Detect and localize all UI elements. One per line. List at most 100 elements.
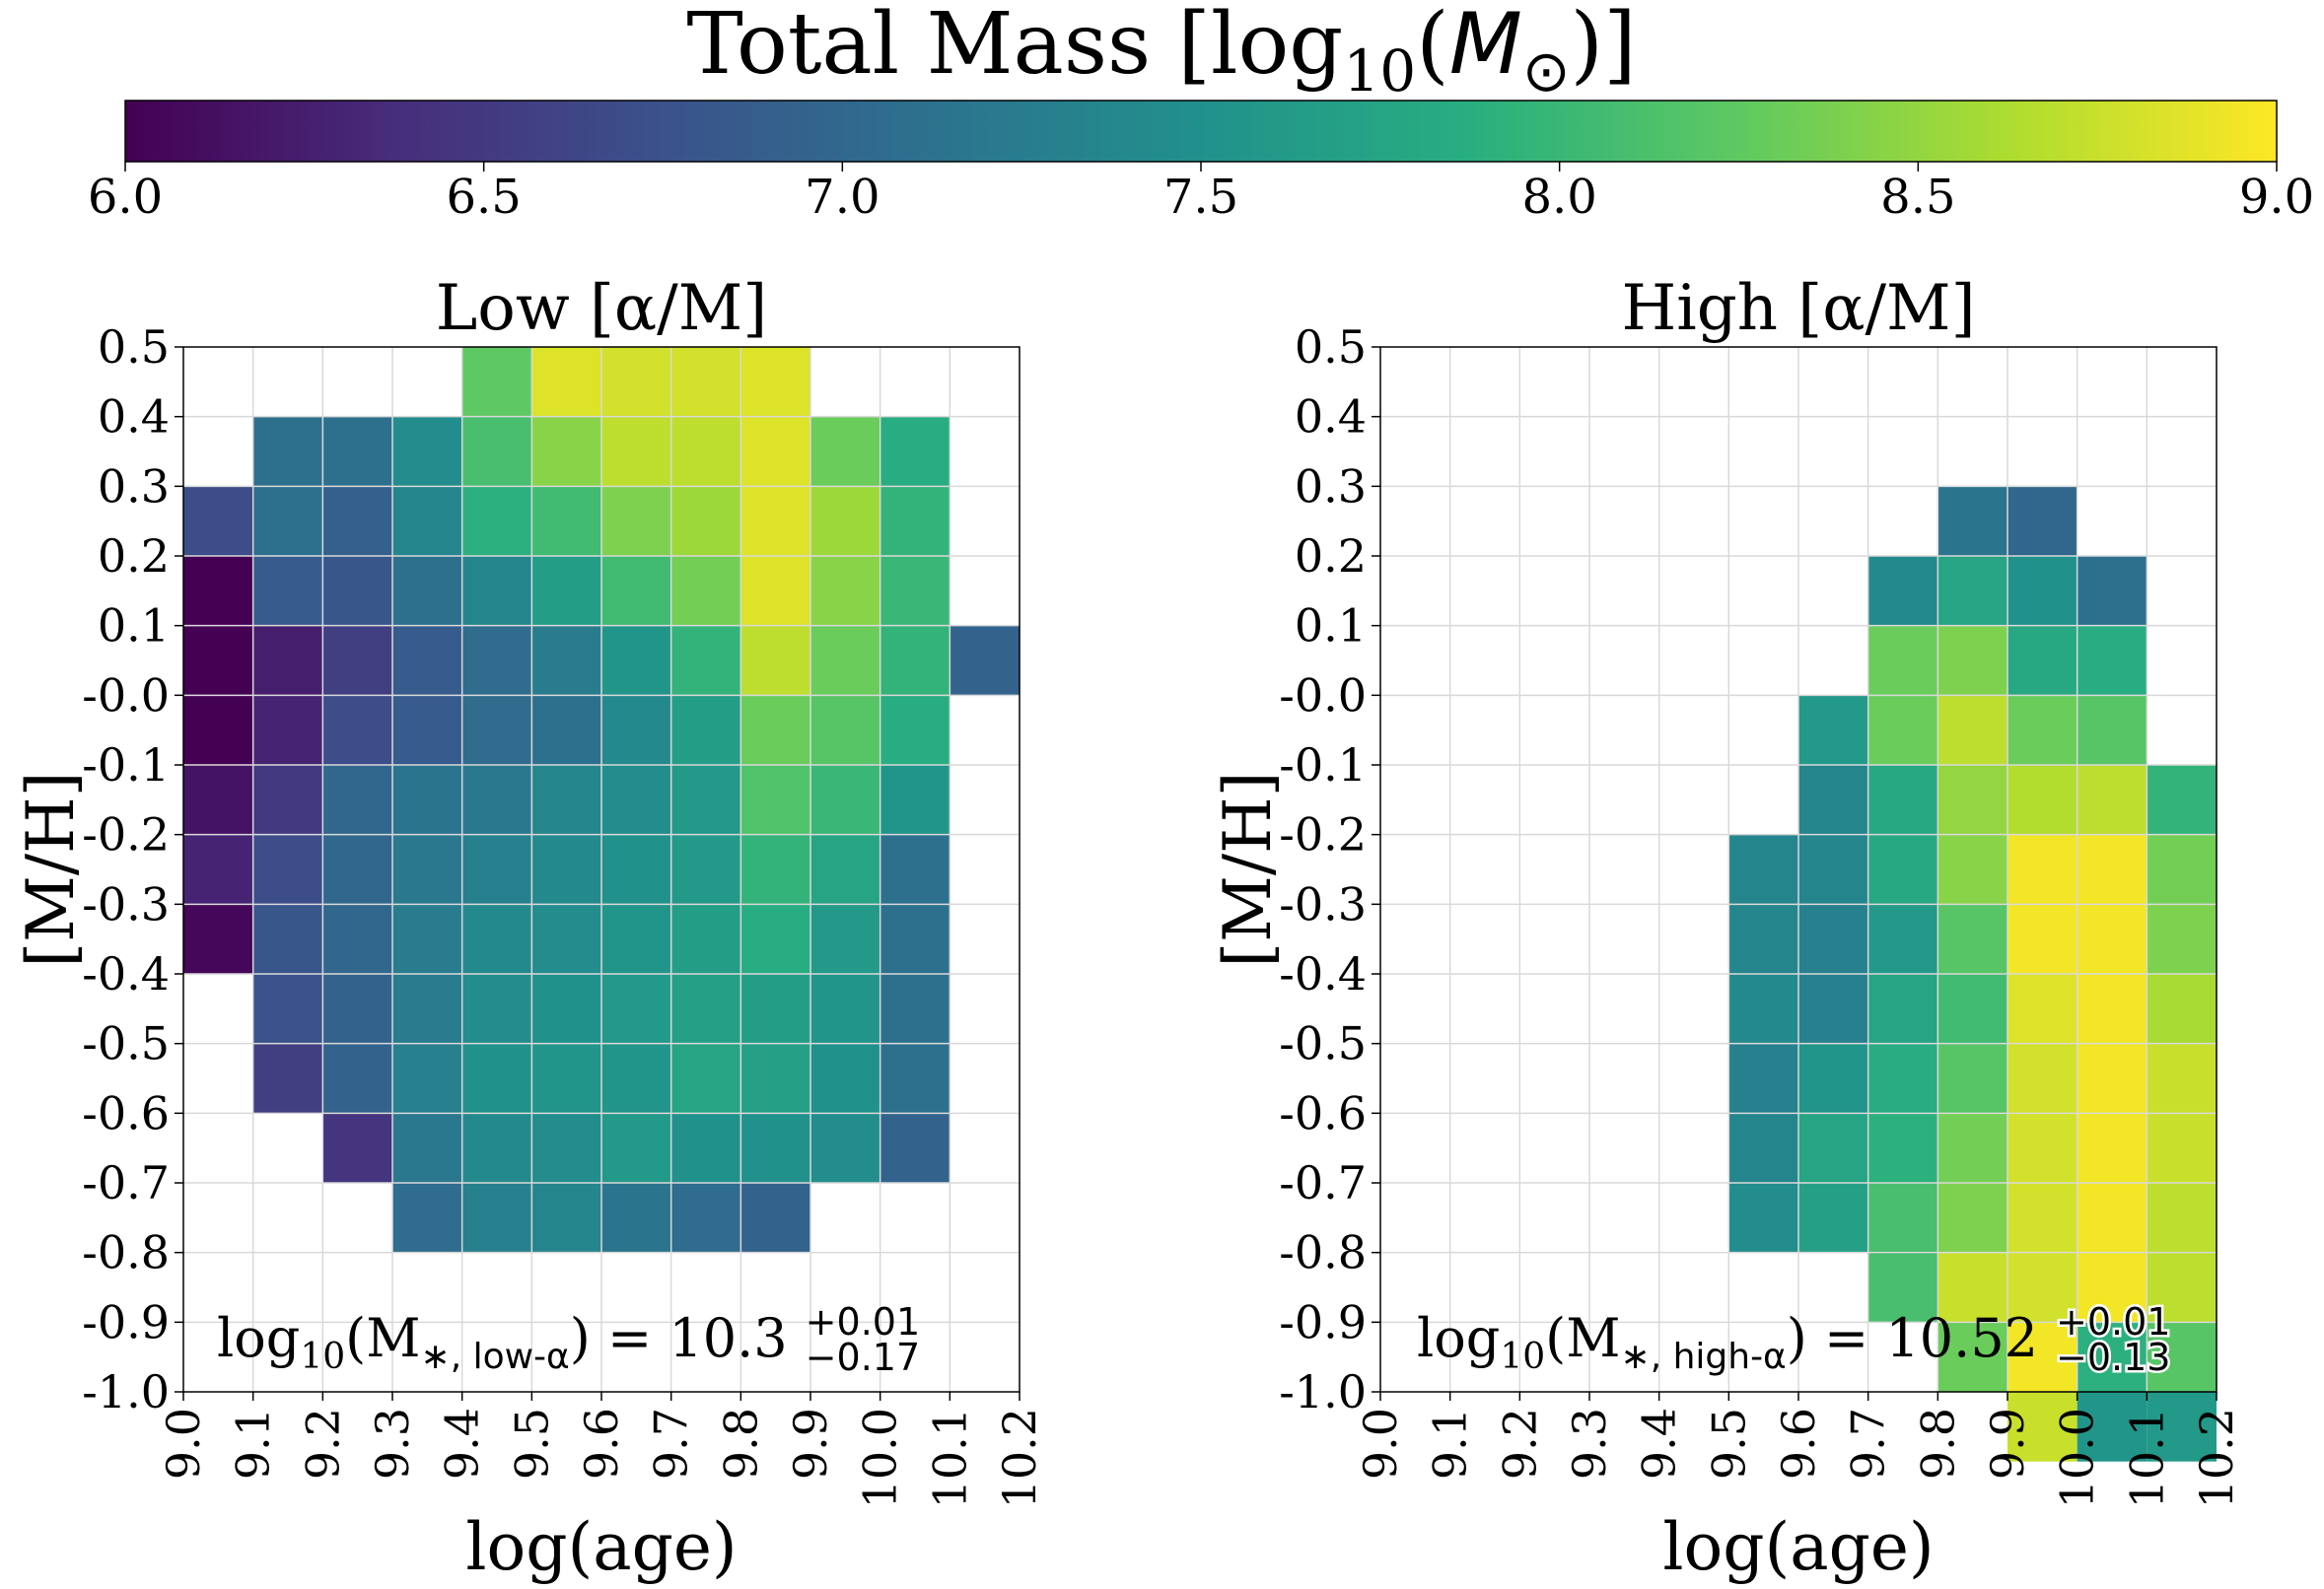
heatmap-cell xyxy=(1798,1183,1868,1253)
y-tick-label: -0.7 xyxy=(82,1156,170,1209)
heatmap-cell xyxy=(2077,695,2148,765)
y-tick-label: -0.3 xyxy=(1279,877,1367,931)
colorbar-title: Total Mass [log10(M⊙)] xyxy=(686,0,1636,104)
heatmap-cell xyxy=(531,347,601,417)
y-tick-label: -0.8 xyxy=(82,1226,170,1279)
heatmap-cell xyxy=(531,556,601,626)
heatmap-cell xyxy=(461,1113,532,1183)
heatmap-cell xyxy=(2077,765,2148,835)
y-tick-label: -0.5 xyxy=(82,1017,170,1071)
heatmap-cell xyxy=(461,556,532,626)
heatmap-cell xyxy=(322,765,392,835)
heatmap-cell xyxy=(2147,765,2217,835)
colorbar-tick-label: 7.5 xyxy=(1163,170,1238,225)
y-tick-label: 0.1 xyxy=(1295,599,1367,653)
heatmap-cell xyxy=(322,904,392,974)
heatmap-cell xyxy=(1937,1252,2007,1323)
y-tick-label: 0.4 xyxy=(1295,390,1367,444)
heatmap-cell xyxy=(2007,1113,2078,1183)
x-tick-label: 9.5 xyxy=(505,1408,558,1480)
heatmap-cell xyxy=(880,974,951,1044)
x-tick-label: 9.9 xyxy=(1981,1408,2034,1480)
heatmap-cell xyxy=(670,1113,741,1183)
x-tick-label: 9.4 xyxy=(436,1408,489,1480)
heatmap-cell xyxy=(2077,834,2148,905)
x-tick-label: 9.5 xyxy=(1702,1408,1755,1480)
heatmap-cell xyxy=(531,625,601,696)
heatmap-cell xyxy=(1867,1183,1938,1253)
heatmap-cell xyxy=(810,834,880,905)
heatmap-cell xyxy=(740,1113,810,1183)
heatmap-cell xyxy=(2147,834,2217,905)
heatmap-cell xyxy=(392,974,462,1044)
heatmap-cell xyxy=(1867,1113,1938,1183)
heatmap-cell xyxy=(880,904,951,974)
heatmap-cell xyxy=(2147,974,2217,1044)
heatmap-cell xyxy=(461,695,532,765)
heatmap-cell xyxy=(2077,904,2148,974)
heatmap-cell xyxy=(461,347,532,417)
heatmap-cell xyxy=(2007,1183,2078,1253)
y-tick-label: -0.9 xyxy=(82,1295,170,1348)
heatmap-cell xyxy=(601,1183,671,1253)
panel-low-alpha: Low [α/M] 0.5 0.4 0.3 0.2 0.1 -0.0 -0.1 -0.2 -0.3… xyxy=(13,272,1046,1585)
mass-annotation: log10(M∗, low-α) = 10.3 xyxy=(217,1307,788,1377)
heatmap-cell xyxy=(1728,974,1798,1044)
heatmap-cell xyxy=(670,974,741,1044)
heatmap-cell xyxy=(2007,486,2078,556)
heatmap-cell xyxy=(810,765,880,835)
x-tick-label: 10.2 xyxy=(2190,1408,2243,1508)
heatmap-cell xyxy=(1798,904,1868,974)
heatmap-cell xyxy=(531,904,601,974)
heatmap-cell xyxy=(252,974,323,1044)
heatmap-cell xyxy=(322,416,392,487)
heatmap-cell xyxy=(1867,974,1938,1044)
heatmap-cell xyxy=(601,974,671,1044)
heatmap-cell xyxy=(2077,1392,2148,1462)
x-tick-label: 9.7 xyxy=(1842,1408,1895,1480)
heatmap-cell xyxy=(1728,1043,1798,1114)
heatmap-cell xyxy=(1867,904,1938,974)
heatmap-cell xyxy=(461,486,532,556)
heatmap-cell xyxy=(252,486,323,556)
heatmap-cell xyxy=(322,695,392,765)
y-tick-label: -0.2 xyxy=(82,808,170,862)
heatmap-cell xyxy=(810,904,880,974)
heatmap-cell xyxy=(531,1113,601,1183)
heatmap-cell xyxy=(392,1113,462,1183)
heatmap-cell xyxy=(1937,765,2007,835)
x-tick-label: 9.9 xyxy=(784,1408,837,1480)
heatmap-cell xyxy=(392,904,462,974)
colorbar-tick-label: 8.0 xyxy=(1521,170,1596,225)
heatmap-cell xyxy=(1937,974,2007,1044)
heatmap-cell xyxy=(740,1043,810,1114)
heatmap-cell xyxy=(670,486,741,556)
x-tick-label: 9.0 xyxy=(157,1408,210,1480)
heatmap-cell xyxy=(670,347,741,417)
y-tick-label: -0.8 xyxy=(1279,1226,1367,1279)
x-tick-label: 9.3 xyxy=(1563,1408,1616,1480)
x-tick-label: 10.1 xyxy=(2120,1408,2173,1508)
heatmap-cell xyxy=(531,695,601,765)
heatmap-cell xyxy=(1798,974,1868,1044)
heatmap-cell xyxy=(601,625,671,696)
heatmap-cell xyxy=(531,834,601,905)
heatmap-cell xyxy=(670,765,741,835)
heatmap-cell xyxy=(810,556,880,626)
heatmap-cell xyxy=(183,625,253,696)
heatmap-cell xyxy=(461,974,532,1044)
heatmap-cell xyxy=(601,556,671,626)
heatmap-cell xyxy=(670,416,741,487)
heatmap-cell xyxy=(461,765,532,835)
panel-high-alpha: High [α/M] 0.5 0.4 0.3 0.2 0.1 -0.0 -0.1 -0.2 -0.… xyxy=(1210,272,2243,1585)
heatmap-cell xyxy=(2007,1043,2078,1114)
heatmap-cell xyxy=(1937,1183,2007,1253)
heatmap-cell xyxy=(740,556,810,626)
heatmap-cell xyxy=(670,556,741,626)
heatmap-cell xyxy=(322,974,392,1044)
heatmap-cell xyxy=(810,1113,880,1183)
heatmap-cell xyxy=(2007,904,2078,974)
x-tick-label: 9.2 xyxy=(296,1408,349,1480)
heatmap-cell xyxy=(2007,1322,2078,1392)
